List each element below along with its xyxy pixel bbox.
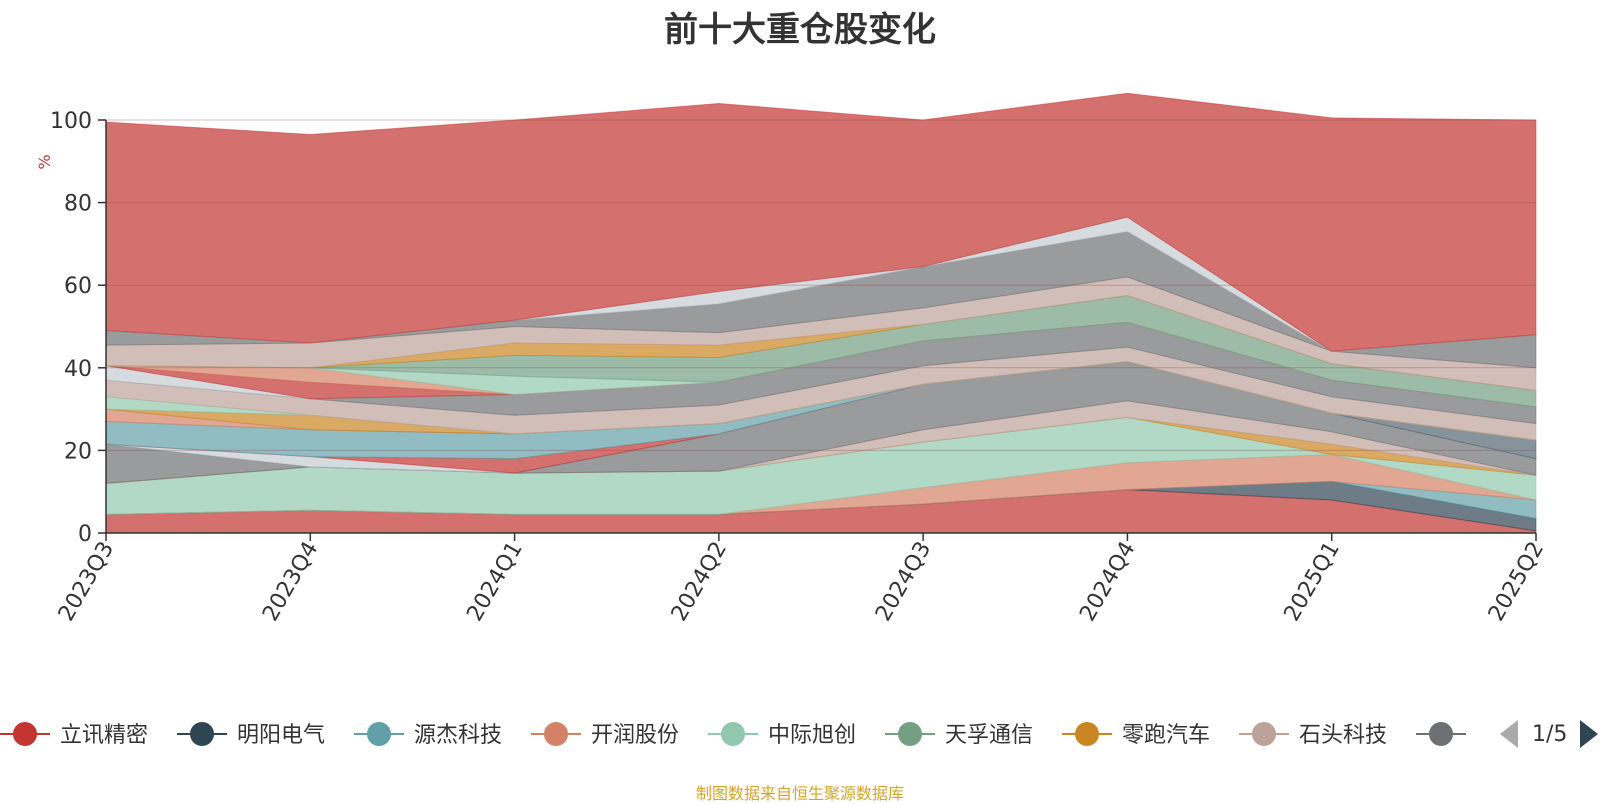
svg-text:中际旭创: 中际旭创 (768, 723, 856, 748)
legend-item[interactable]: 中际旭创 (708, 722, 856, 748)
areas-layer (105, 92, 1537, 534)
x-tick-label: 2024Q3 (871, 538, 936, 626)
source-note: 制图数据来自恒生聚源数据库 (695, 784, 904, 803)
y-axis-label: % (35, 154, 54, 169)
legend[interactable]: 立讯精密 明阳电气 源杰科技 开润股份 中际旭创 天孚通信 零跑汽车 石头科技 1/5 (0, 720, 1598, 748)
chart-title: 前十大重仓股变化 (664, 10, 936, 50)
legend-item[interactable]: 零跑汽车 (1062, 722, 1210, 748)
legend-item[interactable]: 石头科技 (1239, 722, 1387, 748)
x-tick-label: 2024Q1 (462, 538, 527, 626)
svg-text:明阳电气: 明阳电气 (237, 723, 325, 748)
y-tick-label: 0 (78, 522, 92, 547)
svg-text:源杰科技: 源杰科技 (414, 723, 502, 748)
legend-page-indicator: 1/5 (1532, 722, 1567, 747)
y-tick-label: 40 (64, 357, 92, 382)
x-tick-label: 2023Q4 (258, 538, 323, 626)
legend-prev-arrow[interactable] (1500, 720, 1518, 748)
legend-item[interactable]: 天孚通信 (885, 722, 1033, 748)
y-tick-label: 60 (64, 274, 92, 299)
legend-item[interactable]: 开润股份 (531, 722, 679, 748)
legend-item-partial[interactable] (1416, 722, 1466, 746)
svg-text:开润股份: 开润股份 (591, 723, 679, 748)
legend-next-arrow[interactable] (1580, 720, 1598, 748)
legend-item[interactable]: 明阳电气 (177, 722, 325, 748)
x-tick-label: 2025Q1 (1280, 538, 1345, 626)
y-tick-label: 20 (64, 439, 92, 464)
svg-text:石头科技: 石头科技 (1299, 723, 1387, 748)
svg-text:零跑汽车: 零跑汽车 (1122, 723, 1210, 748)
x-tick-label: 2023Q3 (54, 538, 119, 626)
legend-item[interactable]: 立讯精密 (0, 722, 148, 748)
x-tick-label: 2024Q4 (1075, 538, 1140, 626)
x-tick-label: 2024Q2 (667, 538, 732, 626)
svg-text:天孚通信: 天孚通信 (945, 723, 1033, 748)
area-series-27 (105, 92, 1537, 352)
svg-text:立讯精密: 立讯精密 (60, 723, 148, 748)
x-tick-label: 2025Q2 (1484, 538, 1549, 626)
y-tick-label: 80 (64, 192, 92, 217)
legend-item[interactable]: 源杰科技 (354, 722, 502, 748)
y-tick-label: 100 (50, 109, 92, 134)
